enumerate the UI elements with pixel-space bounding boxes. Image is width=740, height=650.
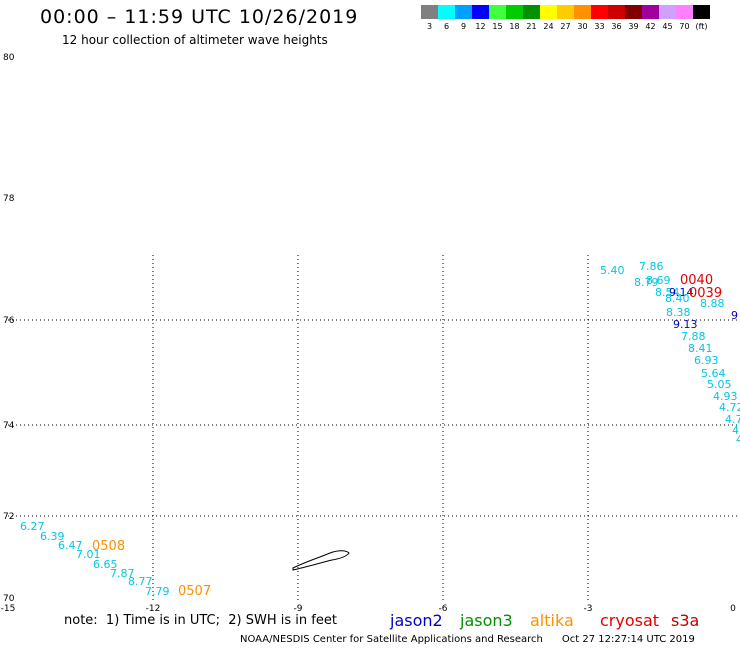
wave-height-label: 7.01 <box>76 548 101 561</box>
wave-height-label: 8.88 <box>700 297 725 310</box>
legend-tick-label: 24 <box>543 22 554 31</box>
satellite-legend-label: s3a <box>671 611 699 630</box>
longitude-label: 0 <box>730 604 736 614</box>
footnote: note: 1) Time is in UTC; 2) SWH is in fe… <box>64 613 337 628</box>
wave-height-label: 7.87 <box>110 567 135 580</box>
legend-swatch <box>642 5 659 19</box>
legend-swatch <box>625 5 642 19</box>
wave-height-label: 8.69 <box>646 274 671 287</box>
latitude-label: 78 <box>3 194 15 204</box>
wave-height-label: 8.77 <box>128 575 153 588</box>
wave-height-label: 8.40 <box>665 292 690 305</box>
wave-height-label: 4.72 <box>719 401 740 414</box>
legend-swatch <box>455 5 472 19</box>
longitude-label: -9 <box>294 604 303 614</box>
legend-tick-label: 39 <box>628 22 639 31</box>
legend-swatch <box>438 5 455 19</box>
legend-swatch <box>659 5 676 19</box>
legend-tick-label: 15 <box>492 22 503 31</box>
legend-swatch <box>574 5 591 19</box>
longitude-label: -6 <box>439 604 448 614</box>
satellite-legend-label: jason2 <box>389 611 443 630</box>
wave-height-label: 9.13 <box>673 318 698 331</box>
legend-tick-label: 21 <box>526 22 537 31</box>
pass-time-label: 0039 <box>689 286 722 301</box>
wave-height-label: 7.88 <box>681 330 706 343</box>
legend-tick-label: (ft) <box>695 22 708 31</box>
legend-swatch <box>591 5 608 19</box>
latitude-label: 80 <box>3 53 15 63</box>
satellite-legend-label: jason3 <box>459 611 513 630</box>
legend-swatch <box>421 5 438 19</box>
map-subtitle: 12 hour collection of altimeter wave hei… <box>62 33 328 47</box>
satellite-legend-label: altika <box>530 611 574 630</box>
longitude-label: -15 <box>1 604 16 614</box>
wave-height-label: 7.86 <box>639 260 664 273</box>
legend-swatch <box>472 5 489 19</box>
pass-time-label: 0508 <box>92 539 125 554</box>
satellite-legend-label: cryosat <box>600 611 659 630</box>
wave-height-label: 6.27 <box>20 520 45 533</box>
legend-tick-label: 36 <box>611 22 622 31</box>
wave-height-label: 7.79 <box>145 585 170 598</box>
coastline-outline <box>292 550 350 571</box>
legend-tick-label: 6 <box>443 22 450 31</box>
longitude-label: -12 <box>146 604 161 614</box>
color-scale-legend: 3 6 9 12 15 18 21 24 27 30 33 36 39 42 45 70 (ft) <box>421 5 710 31</box>
legend-tick-label: 27 <box>560 22 571 31</box>
legend-tick-label: 45 <box>662 22 673 31</box>
wave-height-label: 4. <box>732 424 740 437</box>
wave-height-label: 4 <box>736 433 740 446</box>
credit-line: NOAA/NESDIS Center for Satellite Applica… <box>240 634 695 645</box>
wave-height-label: 5.40 <box>600 264 625 277</box>
legend-swatch <box>557 5 574 19</box>
legend-swatch <box>506 5 523 19</box>
wave-height-label: 9.14 <box>669 286 694 299</box>
wave-height-label: 8.54 <box>655 286 680 299</box>
legend-swatch <box>540 5 557 19</box>
wave-height-label: 6.93 <box>694 354 719 367</box>
wave-height-label: 9 <box>731 309 738 322</box>
legend-tick-label: 70 <box>679 22 690 31</box>
longitude-label: -3 <box>584 604 593 614</box>
wave-height-label: 8.41 <box>688 342 713 355</box>
latitude-label: 72 <box>3 512 14 522</box>
pass-time-label: 0040 <box>680 273 713 288</box>
wave-height-label: 6.65 <box>93 558 118 571</box>
wave-height-label: 8.38 <box>666 306 691 319</box>
legend-swatch <box>693 5 710 19</box>
pass-time-label: 0507 <box>178 584 211 599</box>
legend-tick-label: 33 <box>594 22 605 31</box>
legend-swatch <box>523 5 540 19</box>
latitude-label: 70 <box>3 594 15 604</box>
wave-height-label: 6.47 <box>58 539 83 552</box>
legend-tick-label: 3 <box>426 22 433 31</box>
legend-tick-label: 42 <box>645 22 656 31</box>
legend-tick-label: 9 <box>460 22 467 31</box>
wave-height-label: 4.93 <box>713 390 738 403</box>
wave-height-label: 4.7 <box>725 413 740 426</box>
legend-tick-labels: 3 6 9 12 15 18 21 24 27 30 33 36 39 42 45 70 (ft) <box>421 22 710 31</box>
legend-tick-label: 30 <box>577 22 588 31</box>
wave-height-label: 5.64 <box>701 367 726 380</box>
legend-tick-label: 18 <box>509 22 520 31</box>
latitude-label: 76 <box>3 316 15 326</box>
wave-height-label: 8.79 <box>634 276 659 289</box>
wave-height-label: 5.05 <box>707 378 732 391</box>
latitude-label: 74 <box>3 421 15 431</box>
map-title: 00:00 – 11:59 UTC 10/26/2019 <box>40 6 359 28</box>
legend-tick-label: 12 <box>475 22 486 31</box>
legend-swatch <box>489 5 506 19</box>
legend-swatch <box>676 5 693 19</box>
legend-swatch <box>608 5 625 19</box>
wave-height-label: 6.39 <box>40 530 65 543</box>
legend-swatches <box>421 5 710 19</box>
